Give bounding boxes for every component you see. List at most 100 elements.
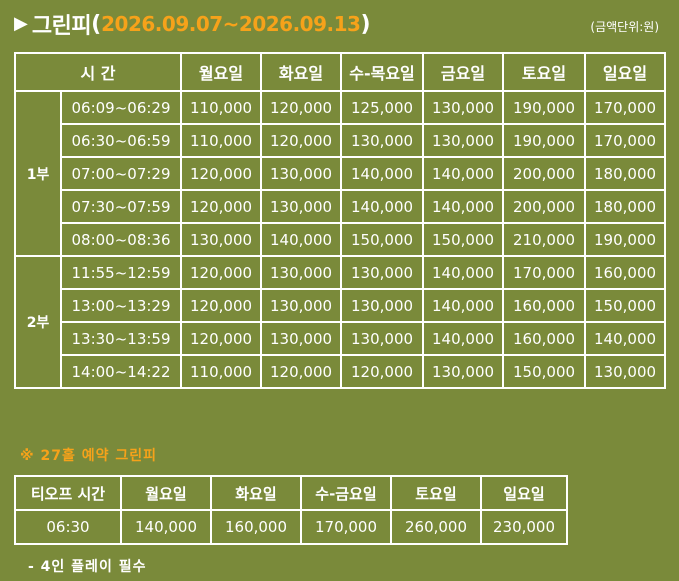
table-row: 08:00~08:36 130,000 140,000 150,000 150,000 2… [15,222,667,257]
price-cell: 130,000 [260,189,343,224]
session-label: 1부 [14,90,62,257]
price-cell: 140,000 [422,189,505,224]
price-cell: 130,000 [340,255,425,290]
time-slot: 13:30~13:59 [59,321,183,356]
table-row: 06:30~06:59 110,000 120,000 130,000 130,000 1… [15,123,667,158]
header-time: 시 간 [13,52,183,92]
price-cell: 120,000 [180,321,263,356]
header-sun: 일요일 [584,52,667,92]
time-slot: 06:09~06:29 [59,90,183,125]
promo-price-mon: 140,000 [120,509,212,545]
price-cell: 150,000 [422,222,505,257]
price-cell: 130,000 [180,222,263,257]
time-slot: 07:30~07:59 [59,189,183,224]
price-cell: 210,000 [502,222,587,257]
price-cell: 140,000 [422,288,505,323]
price-cell: 130,000 [260,156,343,191]
price-cell: 130,000 [422,354,505,389]
page-header: ▶ 그린피 ( 2026.09.07~2026.09.13 ) [14,8,371,40]
price-cell: 140,000 [422,321,505,356]
green-fee-table: 시 간 월요일 화요일 수-목요일 금요일 토요일 일요일 1부 06:09~06… [13,52,667,389]
price-cell: 140,000 [340,156,425,191]
price-cell: 130,000 [260,288,343,323]
price-cell: 190,000 [502,90,587,125]
header-sat: 토요일 [502,52,587,92]
price-cell: 130,000 [584,354,667,389]
promo-price-sun: 230,000 [480,509,568,545]
price-cell: 190,000 [584,222,667,257]
price-cell: 170,000 [584,123,667,158]
time-slot: 07:00~07:29 [59,156,183,191]
table-row: 14:00~14:22 110,000 120,000 120,000 130,000 1… [15,354,667,389]
price-cell: 120,000 [260,123,343,158]
price-cell: 140,000 [422,156,505,191]
promo-teeoff-time: 06:30 [14,509,122,545]
time-slot: 14:00~14:22 [59,354,183,389]
promo-price-tue: 160,000 [210,509,302,545]
header-wed-thu: 수-목요일 [340,52,425,92]
header-mon: 월요일 [180,52,263,92]
price-cell: 180,000 [584,156,667,191]
date-range: 2026.09.07~2026.09.13 [101,12,361,36]
promo-title: ※ 27홀 예약 그린피 [20,448,157,464]
price-cell: 200,000 [502,156,587,191]
table-row: 13:30~13:59 120,000 130,000 130,000 140,000 1… [15,321,667,356]
price-cell: 110,000 [180,123,263,158]
price-cell: 140,000 [260,222,343,257]
price-cell: 125,000 [340,90,425,125]
price-cell: 130,000 [260,255,343,290]
play-arrow-icon: ▶ [14,13,28,34]
price-cell: 150,000 [340,222,425,257]
currency-unit-note: (금액단위:원) [590,20,659,34]
price-cell: 150,000 [584,288,667,323]
price-cell: 130,000 [340,288,425,323]
promo-header-wed-fri: 수-금요일 [300,475,392,511]
time-slot: 08:00~08:36 [59,222,183,257]
table-row: 1부 06:09~06:29 110,000 120,000 125,000 130,00… [14,90,667,257]
play-requirement-note: - 4인 플레이 필수 [28,559,147,575]
table-header-row: 시 간 월요일 화요일 수-목요일 금요일 토요일 일요일 [13,52,667,92]
price-cell: 130,000 [340,123,425,158]
table-row: 13:00~13:29 120,000 130,000 130,000 140,000 1… [15,288,667,323]
session-label: 2부 [14,255,62,389]
table-row: 07:30~07:59 120,000 130,000 140,000 140,000 2… [15,189,667,224]
page-title: 그린피 [31,14,92,39]
price-cell: 120,000 [260,90,343,125]
price-cell: 140,000 [340,189,425,224]
promo-price-sat: 260,000 [390,509,482,545]
price-cell: 160,000 [584,255,667,290]
promo-row: 06:30 140,000 160,000 170,000 260,000 23… [14,509,568,545]
promo-header-sat: 토요일 [390,475,482,511]
price-cell: 170,000 [502,255,587,290]
price-cell: 130,000 [422,123,505,158]
price-cell: 190,000 [502,123,587,158]
promo-header-tue: 화요일 [210,475,302,511]
header-tue: 화요일 [260,52,343,92]
price-cell: 120,000 [340,354,425,389]
price-cell: 120,000 [180,255,263,290]
price-cell: 200,000 [502,189,587,224]
time-slot: 11:55~12:59 [59,255,183,290]
price-cell: 150,000 [502,354,587,389]
time-slot: 06:30~06:59 [59,123,183,158]
table-row: 07:00~07:29 120,000 130,000 140,000 140,000 2… [15,156,667,191]
price-cell: 130,000 [340,321,425,356]
promo-price-wed-fri: 170,000 [300,509,392,545]
price-cell: 170,000 [584,90,667,125]
price-cell: 140,000 [584,321,667,356]
price-cell: 120,000 [180,288,263,323]
price-cell: 110,000 [180,90,263,125]
table-row: 2부 11:55~12:59 120,000 130,000 130,000 140,00… [14,255,667,389]
price-cell: 180,000 [584,189,667,224]
price-cell: 130,000 [422,90,505,125]
price-cell: 160,000 [502,288,587,323]
close-paren: ) [360,11,371,37]
price-cell: 140,000 [422,255,505,290]
price-cell: 110,000 [180,354,263,389]
promo-header-mon: 월요일 [120,475,212,511]
promo-header-row: 티오프 시간 월요일 화요일 수-금요일 토요일 일요일 [14,475,568,511]
price-cell: 130,000 [260,321,343,356]
time-slot: 13:00~13:29 [59,288,183,323]
header-fri: 금요일 [422,52,505,92]
open-paren: ( [91,11,102,37]
